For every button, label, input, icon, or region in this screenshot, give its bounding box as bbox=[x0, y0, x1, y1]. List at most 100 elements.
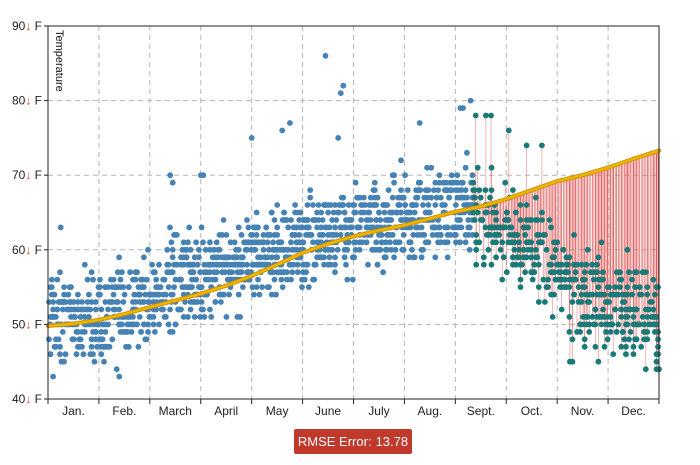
observed-point bbox=[256, 291, 263, 298]
observed-point bbox=[373, 202, 380, 208]
observed-point bbox=[121, 291, 128, 298]
y-tick-arrow: ↓ bbox=[25, 168, 31, 182]
x-tick-label: Oct. bbox=[521, 404, 543, 418]
predicted-point bbox=[632, 284, 638, 290]
observed-point bbox=[462, 239, 469, 246]
observed-point bbox=[187, 306, 194, 313]
predicted-point bbox=[638, 291, 645, 298]
predicted-point bbox=[612, 284, 619, 290]
predicted-point bbox=[638, 343, 645, 350]
observed-point bbox=[356, 194, 363, 201]
observed-point bbox=[290, 261, 297, 268]
predicted-point bbox=[616, 269, 623, 276]
observed-point bbox=[329, 246, 336, 253]
observed-point bbox=[234, 254, 241, 261]
observed-point bbox=[119, 269, 125, 276]
observed-point bbox=[72, 314, 78, 320]
observed-point bbox=[119, 321, 125, 328]
observed-point bbox=[90, 351, 96, 358]
observed-point bbox=[406, 254, 413, 261]
observed-point bbox=[156, 321, 162, 328]
observed-point bbox=[244, 217, 250, 223]
predicted-point bbox=[584, 246, 591, 253]
predicted-point bbox=[517, 202, 524, 208]
predicted-point bbox=[534, 254, 541, 261]
observed-point bbox=[183, 246, 190, 253]
observed-point bbox=[326, 224, 333, 231]
predicted-point bbox=[603, 329, 609, 335]
observed-point bbox=[373, 239, 380, 246]
observed-point bbox=[418, 224, 425, 231]
observed-point bbox=[436, 179, 443, 186]
predicted-point bbox=[502, 224, 509, 231]
observed-point bbox=[57, 343, 63, 350]
observed-point bbox=[428, 194, 435, 201]
observed-point bbox=[373, 217, 380, 223]
observed-point bbox=[392, 246, 399, 253]
predicted-point bbox=[520, 246, 527, 253]
observed-point bbox=[235, 246, 242, 253]
observed-point bbox=[343, 261, 349, 268]
observed-point bbox=[207, 239, 213, 246]
predicted-point bbox=[539, 239, 545, 246]
predicted-point bbox=[630, 343, 637, 350]
observed-point bbox=[252, 246, 259, 253]
predicted-point bbox=[586, 329, 593, 335]
predicted-point bbox=[636, 284, 643, 290]
predicted-point bbox=[528, 239, 535, 246]
predicted-point bbox=[621, 299, 628, 305]
predicted-point bbox=[542, 232, 548, 238]
observed-point bbox=[193, 276, 200, 283]
predicted-point bbox=[548, 261, 554, 268]
predicted-point bbox=[551, 291, 557, 298]
observed-point bbox=[264, 254, 271, 261]
predicted-point bbox=[581, 269, 588, 276]
observed-point bbox=[307, 194, 314, 201]
predicted-point bbox=[487, 232, 493, 238]
observed-point bbox=[300, 239, 307, 246]
observed-point bbox=[62, 351, 69, 358]
observed-point bbox=[165, 321, 172, 328]
predicted-point bbox=[523, 202, 530, 208]
observed-point bbox=[334, 246, 341, 253]
observed-point bbox=[185, 239, 191, 246]
predicted-point bbox=[655, 329, 661, 335]
predicted-point bbox=[525, 224, 531, 231]
predicted-point bbox=[523, 142, 530, 149]
observed-point bbox=[305, 224, 312, 231]
observed-point bbox=[238, 269, 245, 276]
predicted-point bbox=[592, 306, 599, 313]
predicted-point bbox=[474, 209, 481, 216]
observed-point bbox=[105, 284, 111, 290]
observed-point bbox=[391, 172, 397, 179]
predicted-point bbox=[630, 351, 637, 358]
y-tick-unit: F bbox=[31, 317, 42, 331]
predicted-point bbox=[644, 336, 651, 343]
observed-point bbox=[146, 299, 153, 305]
observed-point bbox=[351, 202, 358, 208]
observed-point bbox=[259, 284, 265, 290]
predicted-point bbox=[618, 276, 625, 283]
observed-point bbox=[315, 202, 322, 208]
observed-point bbox=[169, 329, 176, 335]
observed-point bbox=[62, 299, 69, 305]
observed-point bbox=[435, 187, 441, 194]
observed-point bbox=[142, 291, 149, 298]
observed-point bbox=[167, 224, 173, 231]
observed-point bbox=[443, 179, 450, 186]
observed-point bbox=[425, 187, 432, 194]
observed-point bbox=[400, 232, 407, 238]
predicted-point bbox=[503, 209, 510, 216]
predicted-point bbox=[569, 336, 576, 343]
observed-point bbox=[191, 254, 198, 261]
observed-point bbox=[185, 314, 191, 320]
x-tick-label: July bbox=[368, 404, 389, 418]
observed-point bbox=[187, 246, 194, 253]
observed-point bbox=[329, 217, 336, 223]
observed-point bbox=[469, 172, 476, 179]
predicted-point bbox=[558, 261, 565, 268]
predicted-point bbox=[644, 284, 651, 290]
observed-point bbox=[161, 276, 168, 283]
observed-point bbox=[88, 336, 95, 343]
predicted-point bbox=[618, 306, 625, 313]
